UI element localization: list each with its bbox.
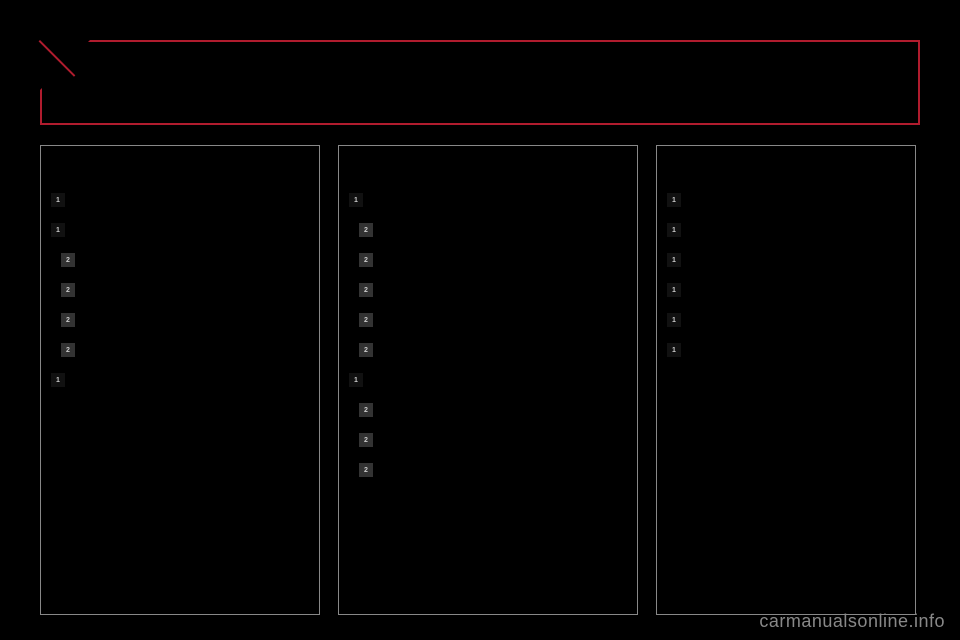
menu-item[interactable]: 1 [667, 306, 905, 334]
menu-item[interactable]: 1 [667, 336, 905, 364]
menu-item[interactable]: 1 [667, 216, 905, 244]
page-container: 1 1 2 2 2 2 1 [0, 0, 960, 640]
menu-item[interactable]: 1 [667, 246, 905, 274]
level-2-badge: 2 [359, 343, 373, 357]
level-2-badge: 2 [61, 343, 75, 357]
level-1-badge: 1 [667, 223, 681, 237]
level-1-badge: 1 [349, 193, 363, 207]
menu-item[interactable]: 1 [667, 276, 905, 304]
menu-item[interactable]: 2 [349, 456, 627, 484]
column-2: 1 2 2 2 2 2 1 [338, 145, 638, 615]
menu-item[interactable]: 2 [51, 246, 309, 274]
menu-item[interactable]: 2 [349, 426, 627, 454]
header-corner-cut [39, 40, 76, 77]
menu-item[interactable]: 1 [667, 186, 905, 214]
level-1-badge: 1 [667, 313, 681, 327]
level-1-badge: 1 [51, 223, 65, 237]
menu-item[interactable]: 2 [51, 276, 309, 304]
level-1-badge: 1 [667, 343, 681, 357]
level-1-badge: 1 [51, 373, 65, 387]
level-2-badge: 2 [359, 433, 373, 447]
level-1-badge: 1 [349, 373, 363, 387]
columns-wrapper: 1 1 2 2 2 2 1 [40, 145, 920, 615]
menu-item[interactable]: 1 [51, 216, 309, 244]
level-2-badge: 2 [359, 463, 373, 477]
level-2-badge: 2 [359, 403, 373, 417]
level-2-badge: 2 [359, 313, 373, 327]
menu-item[interactable]: 1 [51, 366, 309, 394]
menu-item[interactable]: 1 [349, 366, 627, 394]
header-banner [40, 40, 920, 125]
menu-item[interactable]: 2 [51, 306, 309, 334]
level-2-badge: 2 [359, 283, 373, 297]
level-1-badge: 1 [667, 253, 681, 267]
level-2-badge: 2 [359, 223, 373, 237]
menu-item[interactable]: 2 [349, 216, 627, 244]
level-1-badge: 1 [667, 283, 681, 297]
menu-item[interactable]: 2 [349, 246, 627, 274]
menu-item[interactable]: 2 [349, 306, 627, 334]
level-2-badge: 2 [61, 283, 75, 297]
menu-item[interactable]: 1 [349, 186, 627, 214]
menu-item[interactable]: 2 [349, 396, 627, 424]
level-2-badge: 2 [359, 253, 373, 267]
column-1: 1 1 2 2 2 2 1 [40, 145, 320, 615]
menu-item[interactable]: 2 [349, 336, 627, 364]
column-3: 1 1 1 1 1 1 [656, 145, 916, 615]
menu-item[interactable]: 1 [51, 186, 309, 214]
menu-item[interactable]: 2 [349, 276, 627, 304]
watermark-text: carmanualsonline.info [759, 611, 945, 632]
level-1-badge: 1 [667, 193, 681, 207]
level-1-badge: 1 [51, 193, 65, 207]
menu-item[interactable]: 2 [51, 336, 309, 364]
level-2-badge: 2 [61, 313, 75, 327]
level-2-badge: 2 [61, 253, 75, 267]
